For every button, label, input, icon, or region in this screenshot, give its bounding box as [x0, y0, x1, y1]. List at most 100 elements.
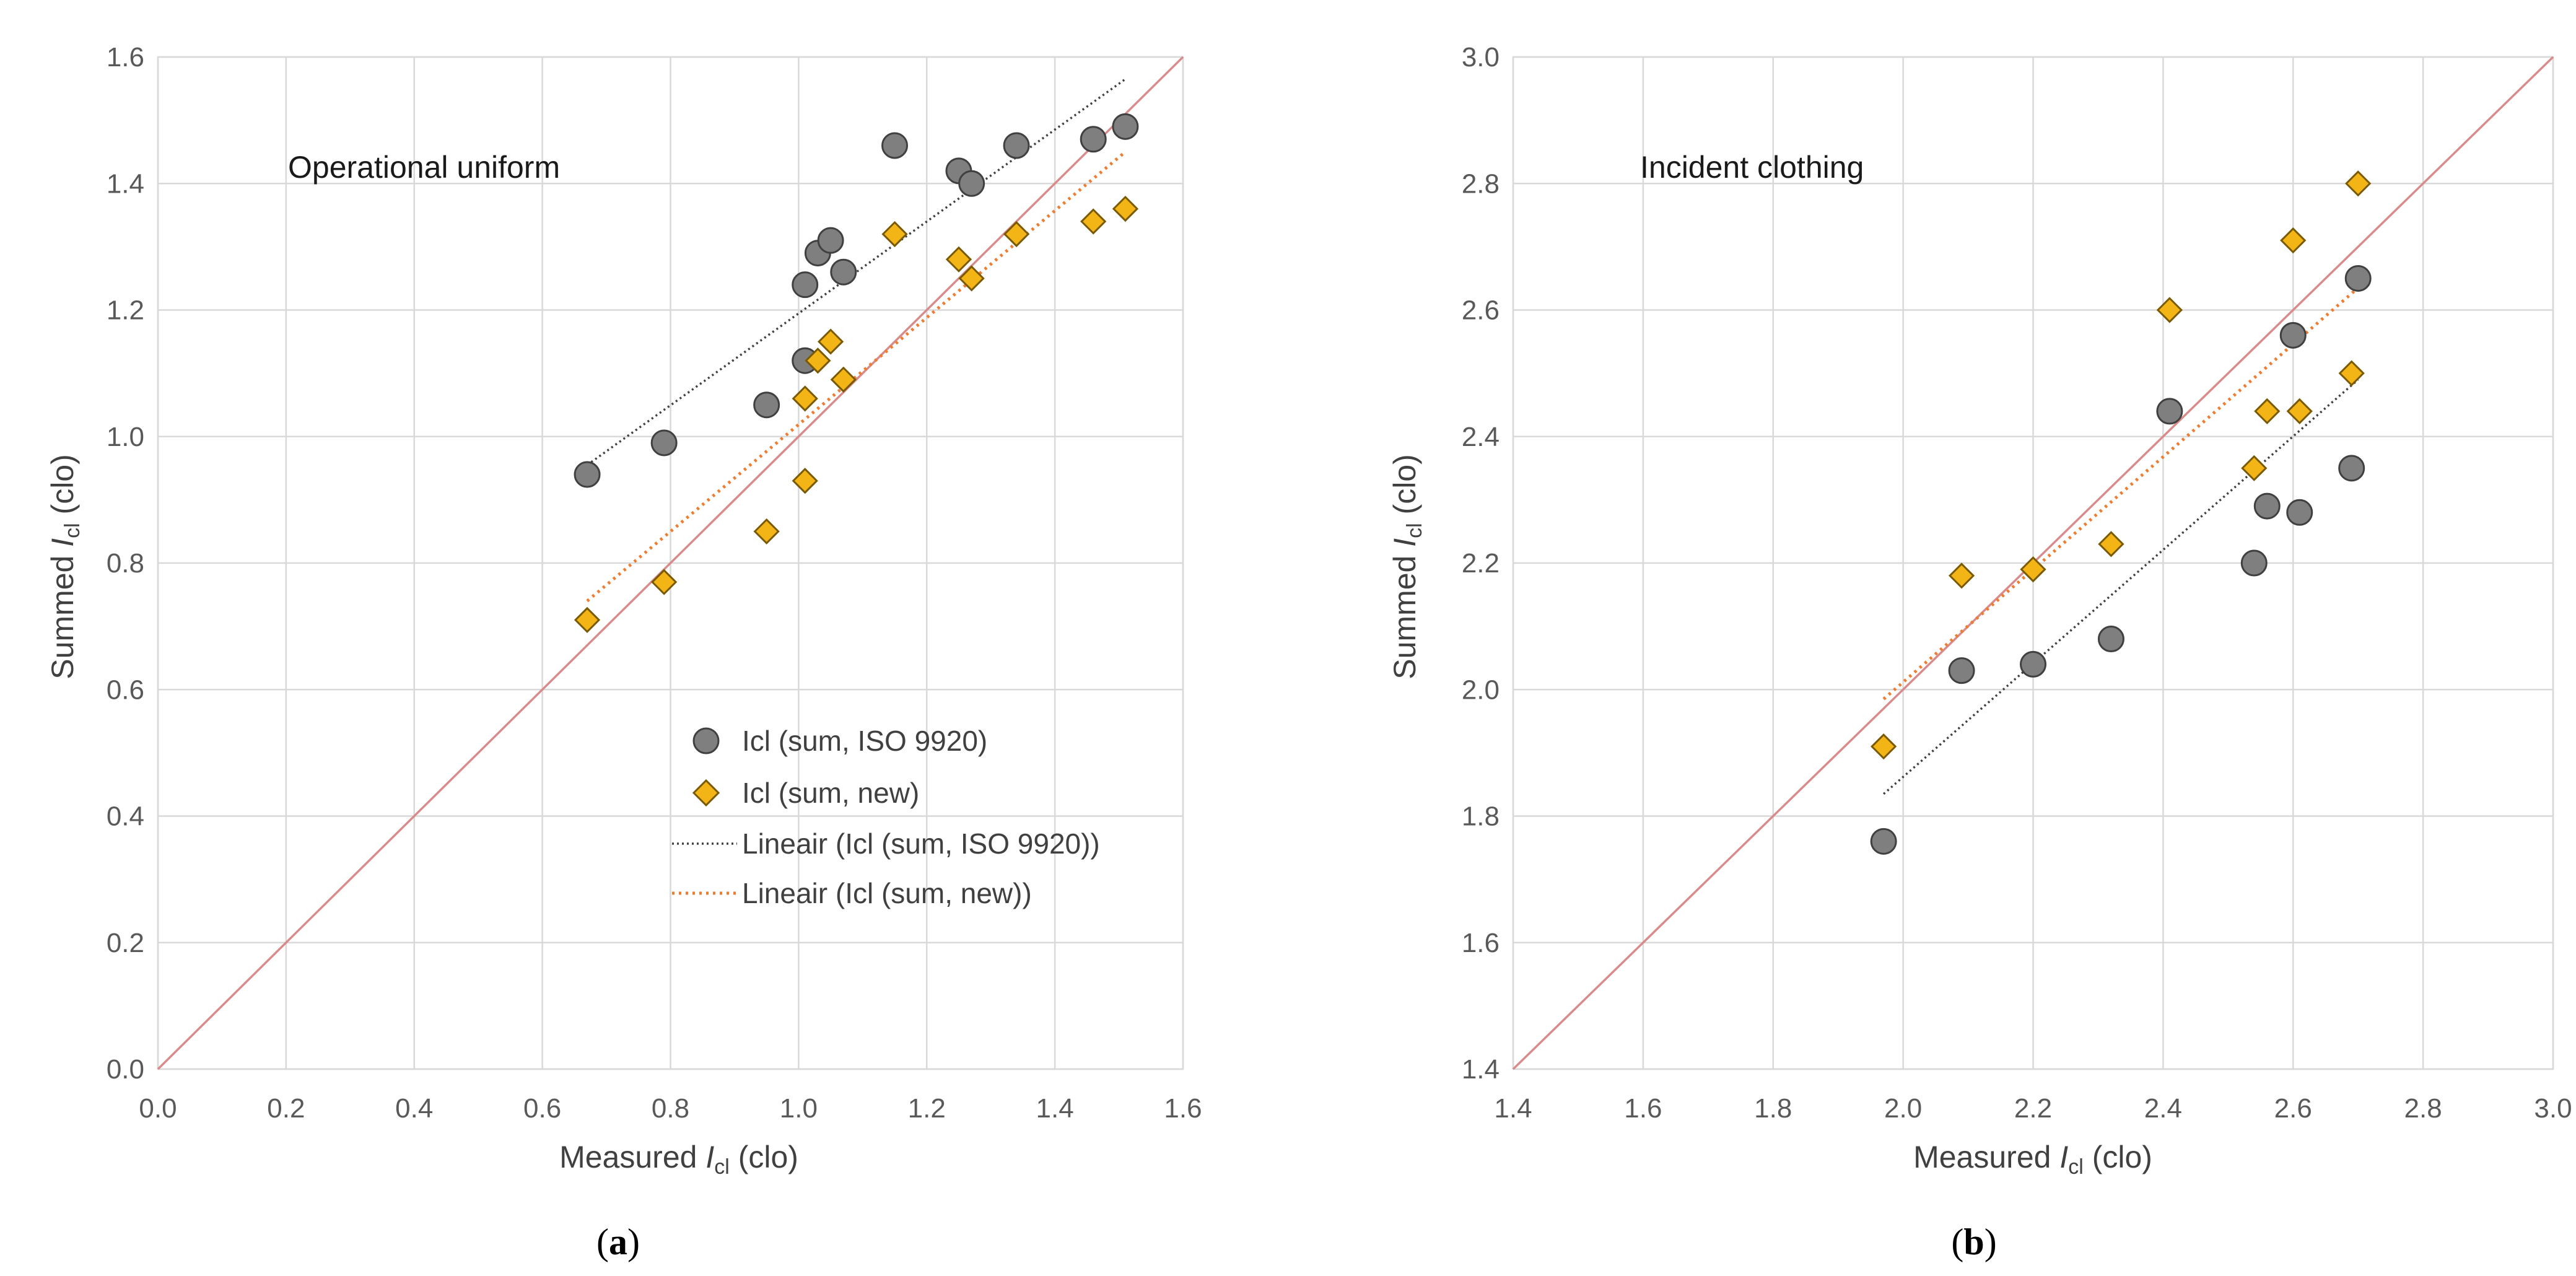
new-data-point	[2241, 455, 2268, 481]
panel-a-x-axis-title: Measured Icl (clo)	[559, 1140, 798, 1179]
x-tick-label: 2.8	[2404, 1093, 2442, 1124]
panel-a-y-axis-title: Summed Icl (clo)	[45, 454, 84, 680]
y-tick-label: 0.0	[107, 1054, 144, 1085]
x-tick-label: 3.0	[2534, 1093, 2572, 1124]
panel-b-trend-new	[1882, 286, 2359, 701]
y-tick-label: 1.4	[1462, 1054, 1500, 1085]
iso-data-point	[2156, 398, 2183, 425]
panel-b-x-ticks: 1.4 1.6 1.8 2.0 2.2 2.4 2.6 2.8 3.0	[1494, 1093, 2572, 1124]
panel-b-new-points	[1871, 170, 2372, 760]
y-tick-label: 3.0	[1462, 42, 1500, 72]
y-tick-label: 1.6	[1462, 928, 1500, 958]
panel-b-chart: 1.4 1.6 1.8 2.0 2.2 2.4 2.6 2.8 3.0 1.4 1.6 1.8 2.0…	[1387, 42, 2572, 1262]
iso-data-point	[2020, 650, 2046, 678]
new-data-point	[881, 221, 908, 248]
iso-data-point	[881, 132, 909, 159]
legend-new-marker	[692, 779, 720, 807]
iso-data-point	[830, 258, 857, 286]
x-tick-label: 2.4	[2144, 1093, 2182, 1124]
new-data-point	[2345, 170, 2372, 197]
panel-a-y-ticks: 0.0 0.2 0.4 0.6 0.8 1.0 1.2 1.4 1.6	[107, 42, 144, 1085]
y-tick-label: 2.2	[1462, 548, 1500, 579]
panel-b-x-axis-title: Measured Icl (clo)	[1913, 1140, 2152, 1179]
panel-b-iso-points	[1870, 264, 2372, 855]
iso-data-point	[1112, 113, 1139, 140]
panel-a-title: Operational uniform	[288, 150, 560, 185]
iso-data-point	[817, 227, 844, 254]
new-data-point	[830, 366, 857, 393]
iso-data-point	[2240, 549, 2268, 577]
iso-data-point	[2286, 499, 2313, 526]
x-tick-label: 2.6	[2274, 1093, 2312, 1124]
x-tick-label: 1.4	[1036, 1093, 1074, 1124]
y-tick-label: 1.2	[107, 295, 144, 326]
panel-b-grid	[1512, 56, 2554, 1070]
x-tick-label: 2.0	[1884, 1093, 1922, 1124]
panel-a-x-ticks: 0.0 0.2 0.4 0.6 0.8 1.0 1.2 1.4 1.6	[139, 1093, 1202, 1124]
new-data-point	[792, 468, 818, 494]
new-data-point	[2338, 360, 2365, 387]
legend-new-trend-label: Lineair (Icl (sum, new))	[742, 877, 1032, 909]
new-data-point	[2098, 531, 2124, 557]
y-tick-label: 0.6	[107, 675, 144, 705]
new-data-point	[1080, 208, 1107, 235]
x-tick-label: 2.2	[2014, 1093, 2052, 1124]
x-tick-label: 1.8	[1754, 1093, 1792, 1124]
iso-data-point	[753, 391, 780, 419]
iso-data-point	[574, 461, 601, 488]
panel-b-label: (b)	[1951, 1221, 1996, 1262]
x-tick-label: 1.6	[1624, 1093, 1662, 1124]
x-tick-label: 0.6	[523, 1093, 561, 1124]
y-tick-label: 1.8	[1462, 802, 1500, 832]
new-data-point	[792, 385, 818, 412]
panel-a-new-points	[574, 195, 1139, 634]
new-data-point	[805, 347, 831, 374]
new-data-point	[958, 265, 985, 292]
panel-b-y-ticks: 1.4 1.6 1.8 2.0 2.2 2.4 2.6 2.8 3.0	[1462, 42, 1500, 1085]
legend-iso-trend-label: Lineair (Icl (sum, ISO 9920))	[742, 828, 1100, 860]
legend: Icl (sum, ISO 9920) Icl (sum, new) Linea…	[672, 725, 1100, 909]
x-tick-label: 1.4	[1494, 1093, 1532, 1124]
iso-data-point	[2338, 455, 2365, 482]
panel-b-title: Incident clothing	[1640, 150, 1864, 185]
x-tick-label: 0.0	[139, 1093, 177, 1124]
y-tick-label: 2.6	[1462, 295, 1500, 326]
new-data-point	[1871, 733, 1897, 760]
new-data-point	[651, 569, 678, 595]
new-data-point	[2020, 556, 2046, 583]
y-tick-label: 0.2	[107, 928, 144, 958]
x-tick-label: 0.8	[652, 1093, 689, 1124]
legend-iso-label: Icl (sum, ISO 9920)	[742, 725, 987, 757]
new-data-point	[1003, 221, 1030, 248]
y-tick-label: 0.4	[107, 802, 144, 832]
panel-a-label: (a)	[596, 1221, 640, 1262]
iso-data-point	[2253, 492, 2281, 520]
y-tick-label: 1.0	[107, 422, 144, 452]
new-data-point	[1948, 562, 1975, 589]
y-tick-label: 1.6	[107, 42, 144, 72]
iso-data-point	[1080, 126, 1107, 153]
iso-data-point	[2344, 264, 2372, 292]
new-data-point	[1112, 195, 1139, 222]
y-tick-label: 0.8	[107, 548, 144, 579]
new-data-point	[753, 518, 780, 545]
panel-a-chart: 0.0 0.2 0.4 0.6 0.8 1.0 1.2 1.4 1.6 0.0 0.2 0.4 0.6…	[45, 42, 1202, 1262]
iso-data-point	[2279, 321, 2307, 349]
legend-iso-marker	[692, 727, 720, 754]
x-tick-label: 1.6	[1164, 1093, 1202, 1124]
y-tick-label: 2.4	[1462, 422, 1500, 452]
panel-a-iso-points	[574, 113, 1139, 488]
plot-border	[157, 56, 1184, 1070]
new-data-point	[2254, 398, 2281, 425]
new-data-point	[2286, 398, 2313, 425]
new-data-point	[945, 246, 972, 273]
panel-b-trend-iso	[1882, 378, 2359, 795]
new-data-point	[574, 606, 601, 634]
y-tick-label: 1.4	[107, 168, 144, 199]
y-tick-label: 2.0	[1462, 675, 1500, 705]
iso-data-point	[1948, 657, 1975, 684]
iso-data-point	[792, 271, 819, 299]
iso-data-point	[650, 429, 678, 457]
legend-new-label: Icl (sum, new)	[742, 777, 919, 809]
